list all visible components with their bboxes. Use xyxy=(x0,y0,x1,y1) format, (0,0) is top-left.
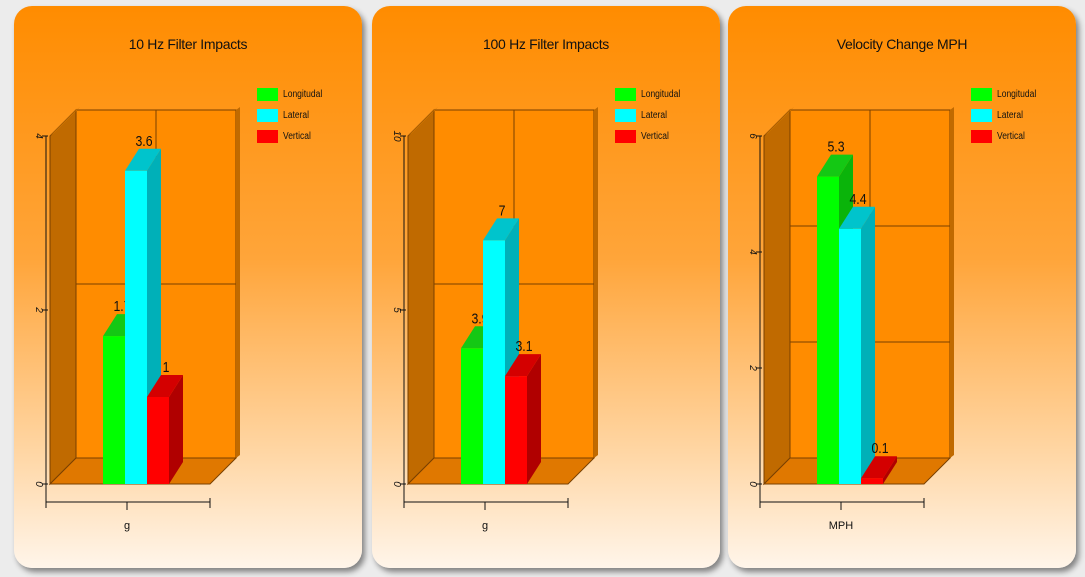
bar-vertical xyxy=(147,397,169,484)
data-label: 5.3 xyxy=(827,138,844,154)
y-tick-label: 4 xyxy=(33,133,44,139)
chart-legend: Longitudal Lateral Vertical xyxy=(257,84,329,147)
chart-title: 100 Hz Filter Impacts xyxy=(483,36,609,52)
chart-title: Velocity Change MPH xyxy=(836,36,968,52)
chart-panel-10hz: 10 Hz Filter Impacts Longitudal Lateral … xyxy=(14,6,362,568)
y-tick-label: 0 xyxy=(391,481,402,487)
bar-longitudal xyxy=(817,176,839,484)
data-label: 7 xyxy=(499,202,506,218)
bar-longitudal xyxy=(103,336,125,484)
bar-vertical xyxy=(505,376,527,484)
plot-right-edge xyxy=(236,107,240,458)
chart-panel-velocity: Velocity Change MPH Longitudal Lateral V… xyxy=(728,6,1076,568)
x-tick-label: MPH xyxy=(829,520,854,532)
bar-lateral xyxy=(483,240,505,484)
bar-longitudal xyxy=(461,348,483,484)
legend-label: Longitudal xyxy=(283,89,323,100)
bar-vertical-top xyxy=(505,354,541,377)
data-label: 0.1 xyxy=(871,440,888,456)
x-tick-label: g xyxy=(482,520,488,532)
plot-left-wall xyxy=(763,108,791,486)
data-label: 3.6 xyxy=(135,133,152,149)
legend-label: Vertical xyxy=(641,131,669,142)
bar-vertical-side xyxy=(169,375,183,484)
y-tick-label: 4 xyxy=(747,249,758,255)
data-label: 1 xyxy=(163,359,170,375)
y-tick-label: 0 xyxy=(33,481,44,487)
bar-vertical-side xyxy=(527,354,541,484)
chart-panel-100hz: 100 Hz Filter Impacts Longitudal Lateral… xyxy=(372,6,720,568)
legend-item-longitudal: Longitudal xyxy=(615,84,687,105)
x-tick-label: g xyxy=(124,520,130,532)
plot-top-edge xyxy=(50,107,80,136)
y-tick-label: 6 xyxy=(747,133,758,139)
legend-item-vertical: Vertical xyxy=(615,126,687,147)
legend-label: Lateral xyxy=(283,110,309,121)
bar-vertical-top xyxy=(147,375,183,397)
legend-label: Lateral xyxy=(997,110,1023,121)
plot-right-edge xyxy=(950,107,954,458)
y-tick-label: 10 xyxy=(391,130,402,142)
legend-swatch xyxy=(257,130,278,143)
legend-item-vertical: Vertical xyxy=(257,126,329,147)
legend-item-lateral: Lateral xyxy=(257,105,329,126)
bar-lateral-top xyxy=(483,218,519,241)
bar-vertical-top xyxy=(861,456,897,479)
legend-item-longitudal: Longitudal xyxy=(971,84,1043,105)
legend-swatch xyxy=(615,88,636,101)
data-label: 3.1 xyxy=(515,338,532,354)
bar-vertical xyxy=(861,478,883,484)
legend-label: Vertical xyxy=(283,131,311,142)
bar-lateral-side xyxy=(861,206,875,485)
plot-top-edge xyxy=(764,107,794,136)
data-label: 4.4 xyxy=(849,191,866,207)
plot-right-edge xyxy=(594,107,598,458)
legend-swatch xyxy=(257,109,278,122)
legend-label: Vertical xyxy=(997,131,1025,142)
legend-swatch xyxy=(257,88,278,101)
legend-label: Longitudal xyxy=(997,89,1037,100)
legend-item-longitudal: Longitudal xyxy=(257,84,329,105)
legend-swatch xyxy=(971,109,992,122)
chart-title: 10 Hz Filter Impacts xyxy=(128,36,248,52)
plot-top-edge xyxy=(408,107,438,136)
legend-swatch xyxy=(971,88,992,101)
plot-left-wall xyxy=(407,108,435,486)
y-tick-label: 0 xyxy=(747,481,758,487)
legend-swatch xyxy=(615,109,636,122)
legend-item-lateral: Lateral xyxy=(615,105,687,126)
y-tick-label: 5 xyxy=(391,307,402,313)
legend-label: Lateral xyxy=(641,110,667,121)
y-tick-label: 2 xyxy=(33,306,44,313)
bar-lateral xyxy=(125,170,147,485)
legend-item-vertical: Vertical xyxy=(971,126,1043,147)
legend-swatch xyxy=(615,130,636,143)
bar-lateral xyxy=(839,228,861,484)
legend-label: Longitudal xyxy=(641,89,681,100)
y-tick-label: 2 xyxy=(747,364,758,371)
bar-vertical-side xyxy=(883,456,897,484)
chart-legend: Longitudal Lateral Vertical xyxy=(971,84,1043,147)
plot-left-wall xyxy=(49,108,77,486)
chart-plot-area: 0 2 4 6 MPH 5.3 4.4 0.1 xyxy=(747,107,954,532)
bar-lateral-top xyxy=(125,148,161,171)
chart-legend: Longitudal Lateral Vertical xyxy=(615,84,687,147)
bar-lateral-top xyxy=(839,206,875,229)
legend-item-lateral: Lateral xyxy=(971,105,1043,126)
bar-longitudal-top xyxy=(817,154,853,177)
legend-swatch xyxy=(971,130,992,143)
